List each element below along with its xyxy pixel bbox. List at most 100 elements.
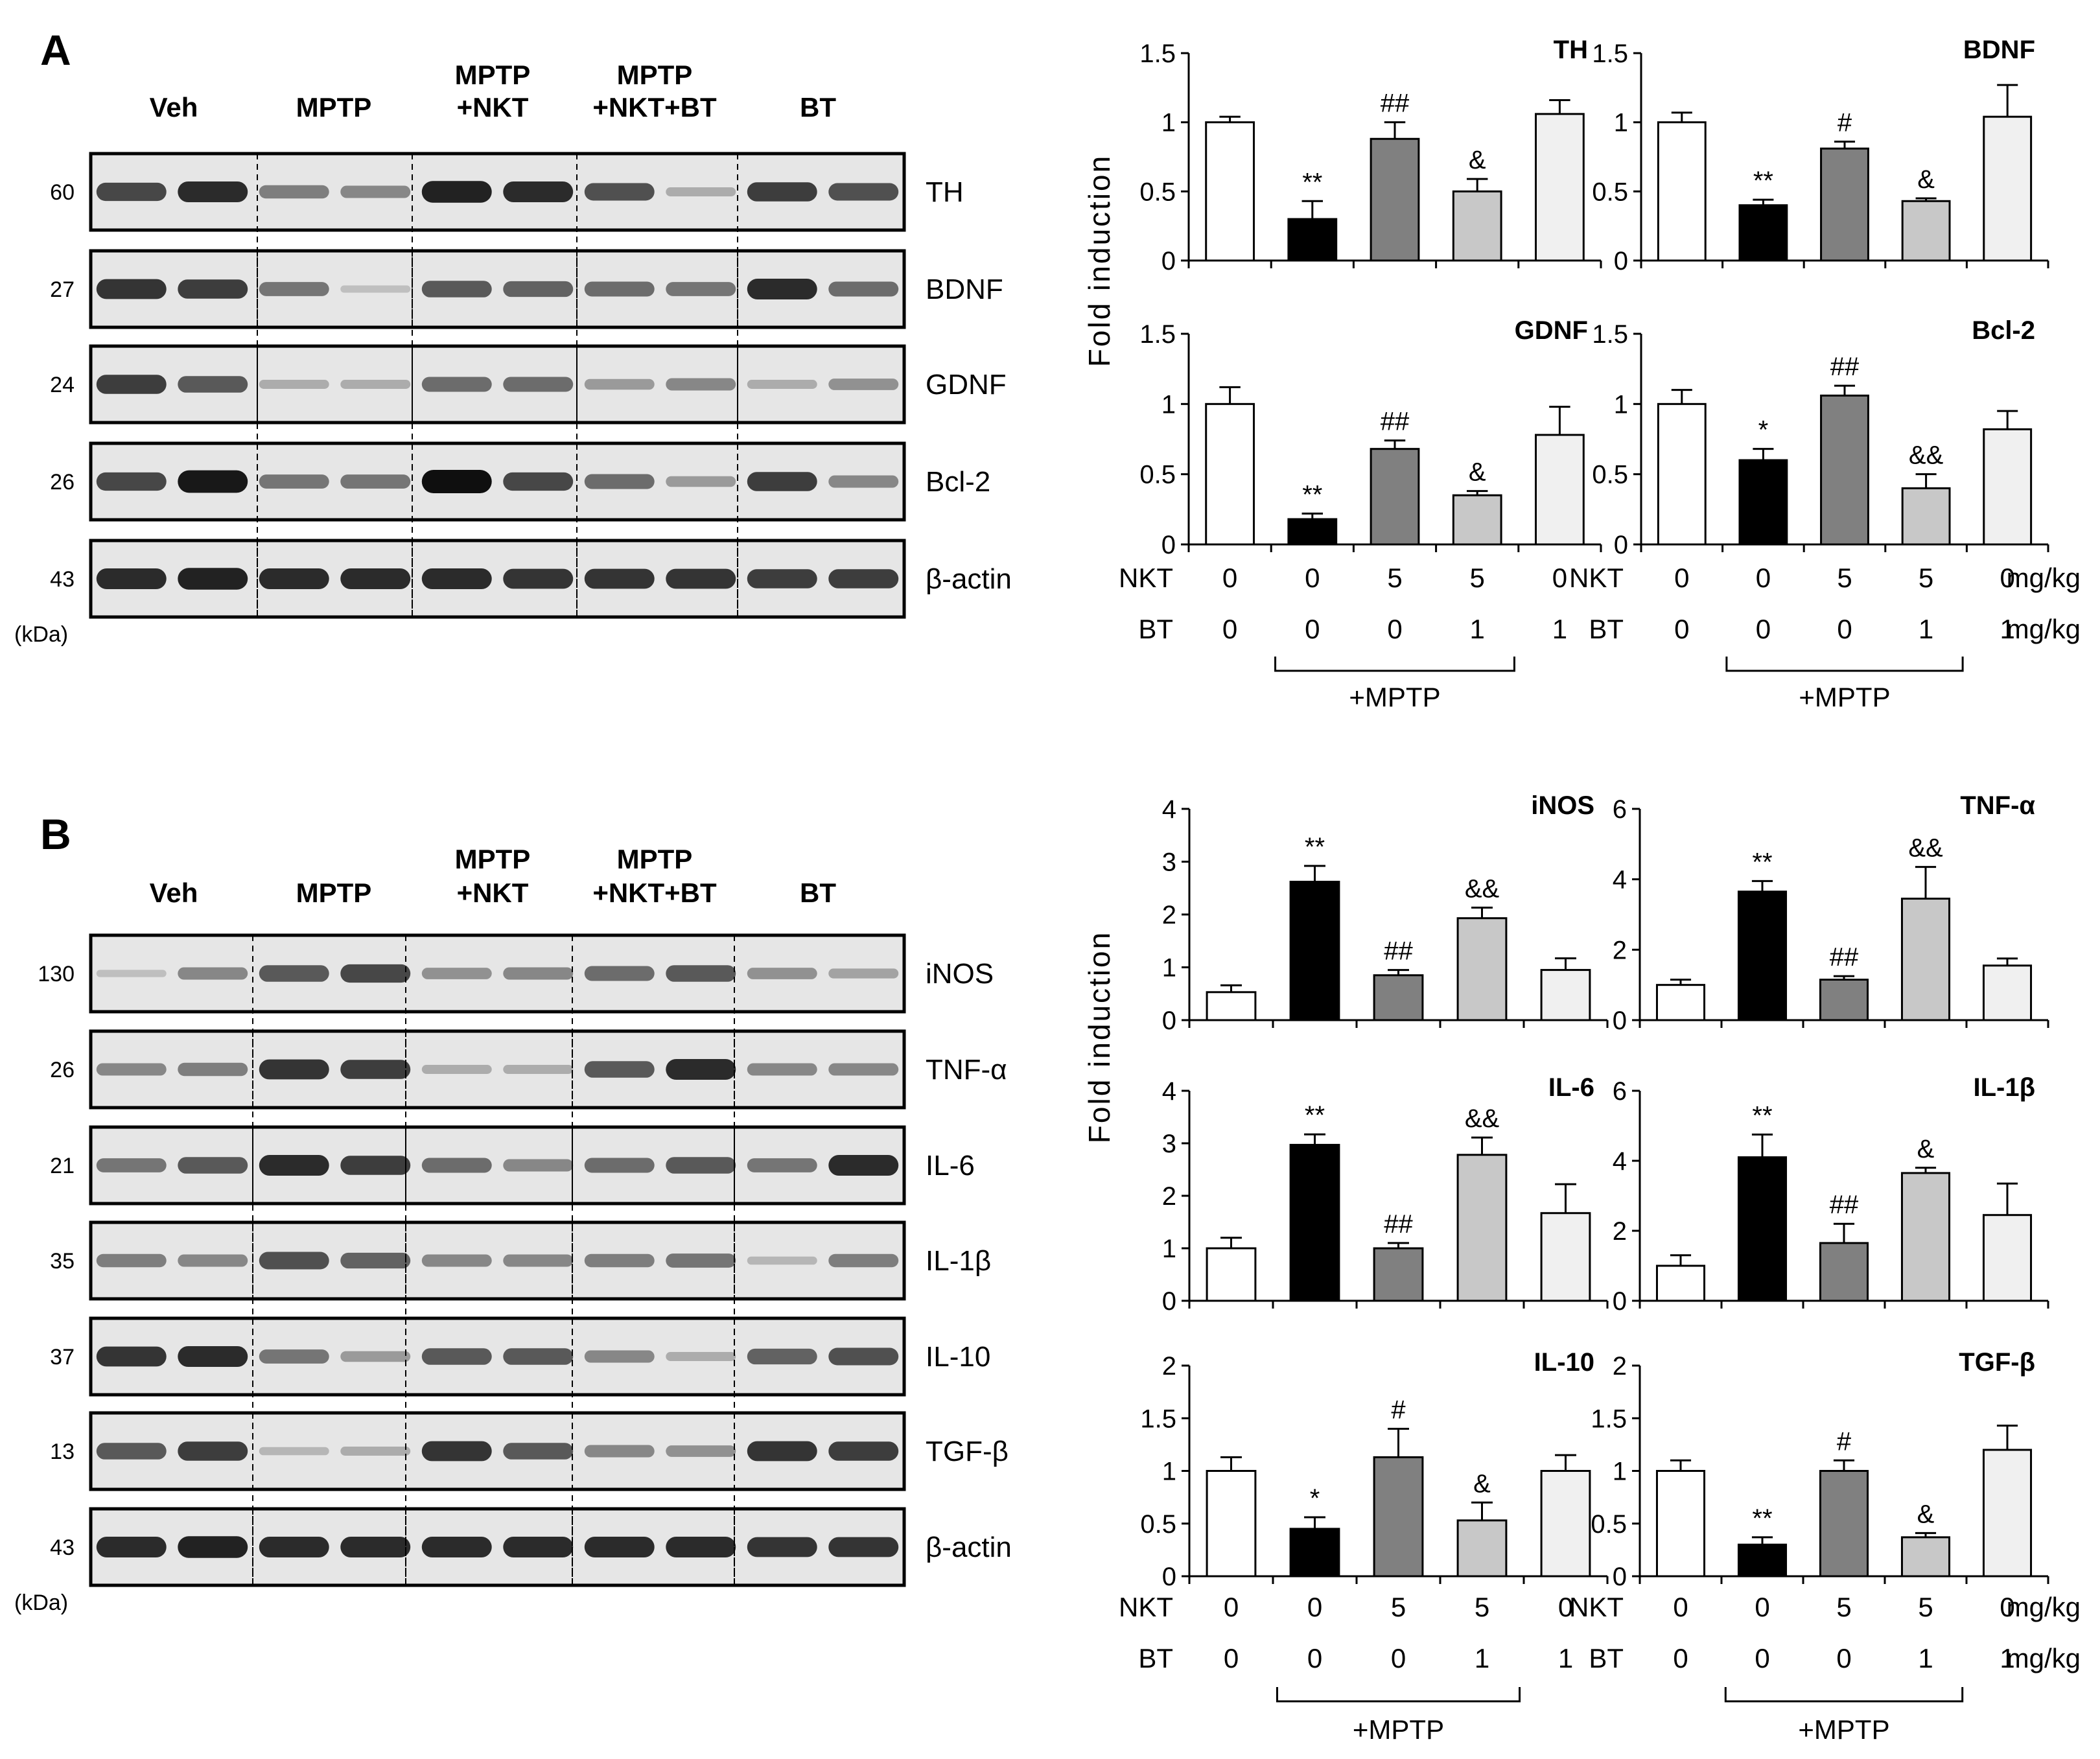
band	[747, 472, 817, 491]
significance-mark: #	[1837, 1427, 1852, 1456]
band	[421, 1158, 492, 1173]
bar	[1737, 891, 1788, 1021]
protein-label: iNOS	[926, 958, 994, 990]
bar	[1206, 991, 1257, 1021]
significance-mark: &&	[1465, 1104, 1500, 1133]
band	[421, 281, 492, 297]
band	[584, 474, 655, 489]
bar	[1540, 1470, 1591, 1578]
band	[178, 376, 248, 393]
bar	[1452, 190, 1502, 262]
panel-label: A	[40, 26, 71, 74]
protein-label: Bcl-2	[926, 466, 990, 498]
band	[340, 185, 411, 198]
band	[340, 964, 411, 983]
band	[828, 475, 899, 488]
condition-value: 5	[1387, 563, 1402, 593]
significance-mark: ##	[1384, 937, 1413, 966]
band	[421, 968, 492, 979]
bar	[1819, 1242, 1869, 1302]
band	[503, 1065, 574, 1074]
y-tick-label: 1.5	[1139, 320, 1176, 349]
band	[178, 967, 248, 980]
condition-value: 0	[1305, 563, 1320, 593]
band	[340, 1252, 411, 1269]
condition-value: 0	[1674, 563, 1689, 593]
bar-chart: 0 0.5 1 1.5 2 IL-10 * # &	[1140, 1348, 1609, 1591]
band	[178, 1536, 248, 1558]
y-tick-label: 0	[1162, 1287, 1176, 1316]
bar	[1373, 1456, 1424, 1578]
bar	[1657, 121, 1707, 262]
band	[747, 1063, 817, 1076]
chart-title: IL-1β	[1973, 1073, 2035, 1102]
lane-label: MPTP	[617, 60, 693, 90]
bar	[1456, 917, 1508, 1021]
band	[96, 1158, 167, 1172]
condition-value: 5	[1836, 1592, 1851, 1622]
bracket-label: +MPTP	[1353, 1714, 1444, 1745]
band	[584, 379, 655, 390]
band	[259, 1059, 329, 1080]
condition-label: NKT	[1569, 563, 1624, 593]
significance-mark: #	[1838, 109, 1852, 137]
condition-value: 1	[1919, 614, 1933, 644]
y-tick-label: 1	[1613, 1458, 1627, 1486]
band	[584, 966, 655, 981]
bar	[1452, 494, 1502, 546]
bar	[1535, 434, 1585, 546]
y-tick-label: 0	[1614, 531, 1628, 559]
y-tick-label: 6	[1613, 1077, 1627, 1106]
lane-label: +NKT	[457, 878, 529, 908]
condition-value: 5	[1475, 1592, 1489, 1622]
band	[259, 1536, 329, 1558]
band	[503, 281, 574, 297]
condition-value: 0	[1755, 1643, 1769, 1673]
bar	[1819, 1470, 1869, 1578]
lane-label: +NKT+BT	[592, 92, 717, 122]
bar	[1206, 1470, 1257, 1578]
mptp-bracket	[1724, 1687, 1964, 1703]
y-tick-label: 1.5	[1139, 40, 1176, 68]
kda-value: 130	[38, 962, 75, 986]
chart-title: TGF-β	[1959, 1348, 2035, 1377]
protein-label: IL-10	[926, 1341, 990, 1373]
protein-label: BDNF	[926, 274, 1003, 305]
y-tick-label: 1.5	[1592, 40, 1628, 68]
y-tick-label: 0.5	[1139, 178, 1176, 206]
band	[584, 1445, 655, 1458]
bar	[1655, 1470, 1706, 1578]
bracket-label: +MPTP	[1798, 1714, 1889, 1745]
chart-title: IL-6	[1548, 1073, 1594, 1102]
band	[503, 568, 574, 589]
condition-value: 5	[1837, 563, 1852, 593]
y-tick-label: 3	[1162, 848, 1176, 877]
y-tick-label: 1	[1162, 1235, 1176, 1263]
condition-value: 0	[1756, 563, 1771, 593]
condition-label: NKT	[1569, 1592, 1624, 1622]
condition-value: 5	[1918, 1592, 1933, 1622]
bar	[1373, 974, 1424, 1021]
protein-label: TGF-β	[926, 1436, 1009, 1467]
band	[340, 1536, 411, 1558]
y-tick-label: 2	[1613, 936, 1627, 964]
significance-mark: &	[1917, 165, 1935, 194]
lane-label: MPTP	[617, 844, 693, 874]
band	[666, 1058, 736, 1080]
condition-value: 1	[1558, 1643, 1573, 1673]
band	[747, 1348, 817, 1365]
band	[584, 281, 655, 297]
bar	[1535, 113, 1585, 262]
band	[259, 282, 329, 296]
kda-value: 43	[50, 567, 75, 592]
band	[666, 378, 736, 391]
chart-title: TH	[1554, 36, 1588, 64]
y-tick-label: 1	[1162, 954, 1176, 983]
bar-chart: 0 0.5 1 1.5 2 TGF-β ** # &	[1591, 1348, 2049, 1591]
bar	[1982, 1449, 2033, 1578]
bar	[1289, 1143, 1340, 1302]
significance-mark: ##	[1381, 408, 1410, 436]
y-tick-label: 1	[1614, 390, 1628, 419]
panel-label: B	[40, 810, 71, 858]
bar	[1456, 1519, 1508, 1578]
